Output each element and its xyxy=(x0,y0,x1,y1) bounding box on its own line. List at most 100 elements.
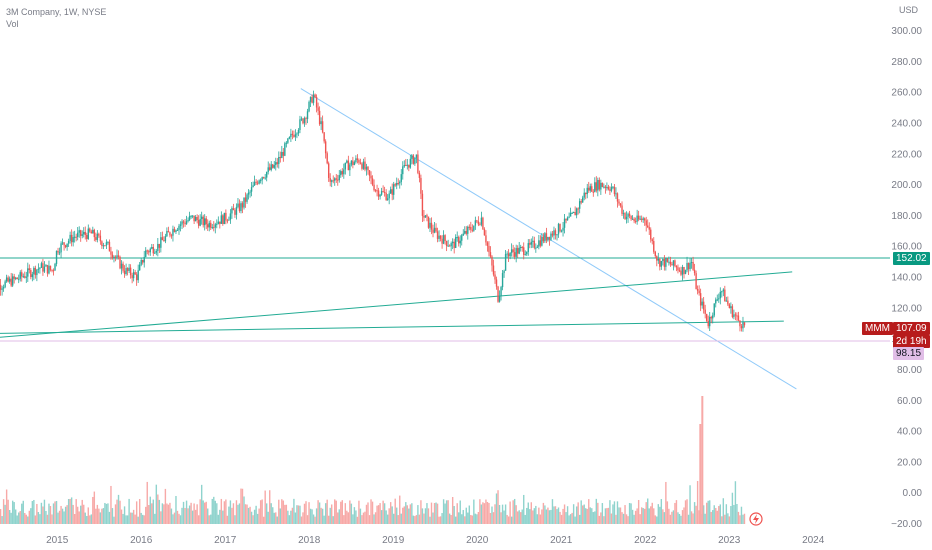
volume-bar xyxy=(1,516,3,524)
volume-bar xyxy=(657,504,660,524)
candle-body xyxy=(95,237,97,240)
volume-bar xyxy=(284,504,286,524)
volume-bar xyxy=(78,511,80,524)
candle-body xyxy=(176,229,179,231)
volume-bar xyxy=(138,499,141,524)
volume-bar xyxy=(625,514,628,524)
volume-bar xyxy=(433,503,436,524)
candle-body xyxy=(111,254,114,258)
volume-bar xyxy=(545,509,548,524)
candle-body xyxy=(98,233,100,236)
candle-body xyxy=(7,277,9,282)
volume-bar xyxy=(353,507,356,524)
candle-body xyxy=(650,229,652,240)
candle-body xyxy=(731,306,734,318)
volume-bar xyxy=(420,500,422,524)
candle-body xyxy=(114,256,117,258)
volume-bar xyxy=(220,498,223,524)
candle-body xyxy=(126,268,129,271)
candle-body xyxy=(120,263,123,269)
volume-bar xyxy=(648,508,650,524)
candle-body xyxy=(190,215,192,217)
candle-body xyxy=(492,265,495,275)
candle-body xyxy=(411,155,413,159)
volume-bar xyxy=(601,503,604,524)
candle-body xyxy=(158,243,161,248)
candle-body xyxy=(164,236,167,242)
volume-bar xyxy=(126,515,129,524)
volume-bar xyxy=(326,499,328,524)
volume-bar xyxy=(172,514,174,524)
volume-bar xyxy=(299,505,301,524)
candle-body xyxy=(740,326,743,329)
candle-body xyxy=(538,240,540,247)
candle-body xyxy=(491,256,493,266)
candle-body xyxy=(657,258,660,261)
volume-bar xyxy=(668,508,670,524)
candle-body xyxy=(521,247,523,249)
volume-bar xyxy=(132,509,135,524)
volume-bar xyxy=(66,505,68,524)
candle-body xyxy=(385,192,387,201)
volume-bar xyxy=(338,509,340,524)
volume-bar xyxy=(222,510,224,524)
candle-body xyxy=(237,203,239,207)
volume-bar xyxy=(48,503,50,524)
y-tick-label: 60.00 xyxy=(897,396,922,407)
candle-body xyxy=(225,212,227,221)
volume-bar xyxy=(698,510,700,524)
volume-bar xyxy=(377,505,380,524)
volume-bar xyxy=(397,515,399,524)
volume-bar xyxy=(5,489,8,524)
candle-body xyxy=(580,201,582,203)
candle-body xyxy=(560,230,563,232)
candle-body xyxy=(406,164,409,166)
candle-body xyxy=(653,241,655,252)
volume-bar xyxy=(739,515,741,524)
candle-body xyxy=(557,223,560,235)
volume-bar xyxy=(25,514,27,524)
candle-body xyxy=(223,212,226,225)
volume-bar xyxy=(169,502,171,524)
candle-body xyxy=(373,184,375,191)
volume-bar xyxy=(686,499,688,524)
candle-body xyxy=(90,231,93,234)
volume-bar xyxy=(628,503,631,524)
candle-body xyxy=(166,231,168,237)
candle-body xyxy=(695,273,697,290)
candle-body xyxy=(33,267,35,275)
volume-bar xyxy=(512,500,514,524)
volume-bar xyxy=(450,515,452,524)
volume-bar xyxy=(530,502,532,524)
candle-body xyxy=(456,237,458,239)
candle-body xyxy=(374,190,377,192)
volume-bar xyxy=(607,507,610,524)
candle-body xyxy=(61,242,64,244)
volume-bar xyxy=(225,499,227,524)
volume-bar xyxy=(107,503,109,524)
volume-bar xyxy=(458,512,460,524)
candle-body xyxy=(569,212,572,217)
candle-body xyxy=(344,162,347,170)
y-tick-label: 220.00 xyxy=(891,149,922,160)
volume-bar xyxy=(539,514,542,524)
volume-bar xyxy=(217,514,220,524)
candle-body xyxy=(622,213,625,215)
trendline-support[interactable] xyxy=(0,320,784,334)
volume-bar xyxy=(278,499,280,524)
volume-bar xyxy=(495,493,498,524)
candle-body xyxy=(727,300,729,305)
volume-bar xyxy=(273,512,275,524)
candle-body xyxy=(311,96,313,103)
candle-body xyxy=(284,143,286,156)
volume-bar xyxy=(640,507,643,524)
candle-body xyxy=(680,270,682,275)
trendline-rising[interactable] xyxy=(0,271,793,338)
candle-body xyxy=(324,141,327,154)
volume-bar xyxy=(461,514,463,524)
candle-body xyxy=(454,237,457,248)
candle-body xyxy=(513,252,516,257)
volume-bar xyxy=(396,507,398,524)
candle-body xyxy=(267,167,269,172)
